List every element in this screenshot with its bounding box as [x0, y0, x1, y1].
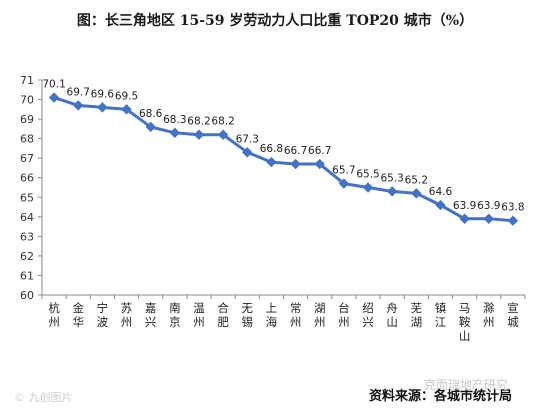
x-tick-label: 舟山 — [386, 301, 398, 329]
x-tick-label: 常州 — [290, 301, 302, 329]
data-point — [483, 213, 494, 224]
data-label: 64.6 — [429, 186, 453, 198]
x-tick-label: 马鞍山 — [459, 301, 471, 343]
data-point — [48, 92, 60, 103]
y-tick-label: 71 — [20, 74, 34, 87]
data-label: 63.9 — [453, 200, 476, 212]
data-point — [411, 188, 422, 199]
y-tick-label: 65 — [20, 191, 34, 204]
data-point — [362, 182, 374, 193]
data-point — [314, 158, 325, 170]
x-tick-label: 湖州 — [314, 301, 326, 329]
series — [48, 92, 519, 226]
series-line — [53, 96, 514, 223]
axes — [38, 79, 526, 299]
y-tick-label: 61 — [20, 269, 34, 282]
data-point — [121, 104, 132, 115]
x-tick-label: 温州 — [193, 301, 205, 329]
x-tick-label: 无锡 — [242, 301, 254, 329]
data-point — [169, 127, 181, 138]
x-tick-label: 绍兴 — [362, 301, 374, 329]
data-point — [145, 121, 156, 133]
x-tick-label: 上海 — [266, 301, 278, 329]
data-point — [73, 100, 84, 111]
y-tick-label: 63 — [20, 230, 34, 243]
data-point — [217, 129, 229, 140]
y-tick-label: 60 — [20, 289, 34, 302]
x-tick-label: 台州 — [338, 301, 350, 329]
x-tick-label: 镇江 — [435, 301, 447, 329]
data-point — [242, 147, 253, 158]
y-tick-label: 62 — [20, 250, 34, 263]
data-point — [290, 158, 301, 170]
y-tick-label: 70 — [20, 94, 34, 107]
y-tick-labels: 60 61 62 63 64 65 66 67 68 69 70 71 — [20, 74, 34, 302]
x-tick-label: 金华 — [72, 301, 84, 329]
data-label: 66.7 — [284, 145, 307, 157]
data-label: 68.2 — [187, 116, 210, 128]
chart-title: 图：长三角地区 15-59 岁劳动力人口比重 TOP20 城市（%） — [76, 13, 474, 29]
data-label: 66.8 — [260, 143, 283, 155]
watermark-right: 克而瑞地产研究 — [424, 378, 509, 392]
x-tick-labels: 杭州金华宁波苏州嘉兴南京温州合肥无锡上海常州湖州台州绍兴舟山芜湖镇江马鞍山滁州宣… — [48, 301, 519, 343]
data-label: 65.2 — [405, 174, 428, 186]
data-point — [459, 213, 470, 224]
data-point — [338, 178, 350, 189]
x-tick-label: 芜湖 — [411, 301, 423, 329]
y-tick-label: 64 — [20, 211, 34, 224]
data-label: 68.6 — [139, 108, 163, 120]
y-tick-label: 69 — [20, 113, 34, 126]
data-point — [193, 129, 205, 140]
data-point — [97, 102, 108, 113]
data-label: 69.6 — [91, 88, 115, 100]
data-label: 70.1 — [42, 79, 65, 91]
y-tick-label: 66 — [20, 172, 34, 185]
y-tick-label: 68 — [20, 133, 34, 146]
data-label: 65.7 — [332, 165, 355, 177]
data-label: 65.3 — [380, 172, 403, 184]
x-tick-label: 南京 — [169, 301, 181, 329]
x-tick-label: 苏州 — [121, 301, 133, 329]
data-label: 69.7 — [67, 86, 90, 98]
x-tick-label: 宣城 — [507, 301, 519, 329]
watermark-left: © 九创图片 — [14, 391, 73, 404]
x-tick-label: 嘉兴 — [145, 301, 157, 329]
data-label: 67.3 — [236, 133, 259, 145]
data-label: 68.3 — [163, 114, 186, 126]
data-label: 68.2 — [211, 116, 234, 128]
data-labels: 70.169.7 69.6 69.568.6 68.3 68.2 68.267.366.8… — [42, 79, 524, 214]
data-label: 63.9 — [477, 200, 500, 212]
x-tick-label: 宁波 — [97, 301, 109, 329]
data-label: 69.5 — [115, 90, 138, 102]
data-point — [266, 156, 277, 168]
data-label: 65.5 — [356, 169, 379, 181]
x-tick-label: 合肥 — [217, 301, 229, 329]
x-tick-label: 滁州 — [483, 301, 495, 329]
data-label: 63.8 — [501, 202, 524, 214]
data-point — [386, 186, 398, 197]
data-label: 66.7 — [308, 145, 331, 157]
source-note: 资料来源：各城市统计局 — [368, 389, 512, 404]
x-tick-label: 杭州 — [48, 301, 60, 329]
data-point — [507, 215, 519, 226]
y-tick-label: 67 — [20, 152, 34, 165]
data-point — [435, 199, 446, 211]
